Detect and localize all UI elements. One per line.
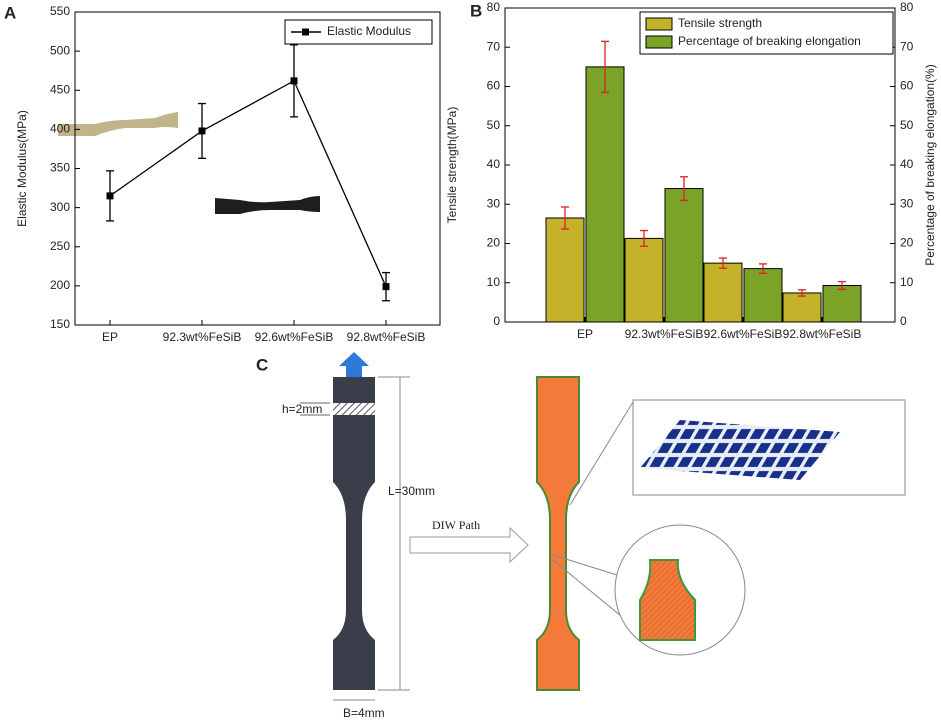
y2-tick-label: 70 (900, 39, 914, 53)
bar (782, 292, 822, 323)
y-axis-label: Elastic Modulus(MPa) (15, 110, 29, 227)
dim-label: L=30mm (388, 484, 435, 498)
dim-label: B=4mm (343, 706, 385, 720)
y-tick-label: 50 (487, 118, 501, 132)
bar (664, 188, 704, 323)
y-tick-label: 30 (487, 196, 501, 210)
y-tick-label: 60 (487, 79, 501, 93)
x-tick-label: EP (102, 330, 118, 344)
marker (382, 283, 390, 291)
inset-detail (639, 559, 696, 641)
y2-tick-label: 10 (900, 275, 914, 289)
panel-label: A (4, 3, 16, 22)
y-tick-label: 200 (50, 278, 70, 292)
bar (822, 284, 862, 323)
marker (106, 192, 114, 200)
y-tick-label: 500 (50, 43, 70, 57)
hatch-band (333, 403, 375, 415)
plot-frame (74, 11, 441, 326)
y-tick-label: 150 (50, 317, 70, 331)
y2-tick-label: 30 (900, 196, 914, 210)
y-tick-label: 20 (487, 236, 501, 250)
x-tick-label: 92.6wt%FeSiB (255, 330, 334, 344)
legend-swatch (645, 35, 673, 49)
x-tick-label: 92.8wt%FeSiB (783, 327, 862, 341)
y-tick-label: 400 (50, 122, 70, 136)
arrow (409, 526, 529, 564)
line (109, 79, 387, 287)
y2-tick-label: 50 (900, 118, 914, 132)
legend-box (284, 19, 433, 45)
specimen-photo (215, 196, 320, 214)
y2-tick-label: 80 (900, 0, 914, 14)
y2-tick-label: 40 (900, 157, 914, 171)
y-tick-label: 70 (487, 39, 501, 53)
legend-marker (302, 28, 309, 36)
x-tick-label: 92.3wt%FeSiB (163, 330, 242, 344)
specimen-photo (58, 112, 178, 136)
legend-label: Tensile strength (678, 16, 762, 30)
specimen-drawing (333, 377, 375, 690)
y-tick-label: 0 (493, 314, 500, 328)
bar (585, 66, 625, 323)
y-tick-label: 250 (50, 239, 70, 253)
y-tick-label: 550 (50, 4, 70, 18)
bar (624, 237, 664, 323)
y-tick-label: 10 (487, 275, 501, 289)
marker (198, 127, 206, 135)
x-tick-label: EP (577, 327, 593, 341)
diagram: C h=2mm L=30mm B=4mm DIW Path (256, 352, 906, 720)
legend-swatch (645, 17, 673, 31)
y-tick-label: 80 (487, 0, 501, 14)
y-tick-label: 300 (50, 200, 70, 214)
panel-label: C (256, 355, 268, 374)
y2-tick-label: 20 (900, 236, 914, 250)
mesh (640, 420, 840, 480)
legend-label: Elastic Modulus (327, 24, 411, 38)
panel-label: B (470, 1, 482, 20)
pull-arrow (339, 352, 369, 377)
y-axis-label: Tensile strength(MPa) (445, 107, 459, 224)
marker (290, 77, 298, 85)
arrow-label: DIW Path (432, 518, 480, 532)
legend-label: Percentage of breaking elongation (678, 34, 861, 48)
y2-axis-label: Percentage of breaking elongation(%) (923, 64, 937, 265)
printed-specimen (536, 376, 580, 691)
y-tick-label: 40 (487, 157, 501, 171)
y2-tick-label: 60 (900, 79, 914, 93)
bar (545, 217, 585, 323)
x-tick-label: 92.6wt%FeSiB (704, 327, 783, 341)
dim-label: h=2mm (282, 402, 322, 416)
x-tick-label: 92.3wt%FeSiB (625, 327, 704, 341)
y2-tick-label: 0 (900, 314, 907, 328)
bar (743, 268, 783, 323)
x-tick-label: 92.8wt%FeSiB (347, 330, 426, 344)
legend-box (639, 11, 894, 55)
leader (569, 401, 634, 506)
y-tick-label: 450 (50, 82, 70, 96)
y-tick-label: 350 (50, 161, 70, 175)
bar (703, 262, 743, 323)
